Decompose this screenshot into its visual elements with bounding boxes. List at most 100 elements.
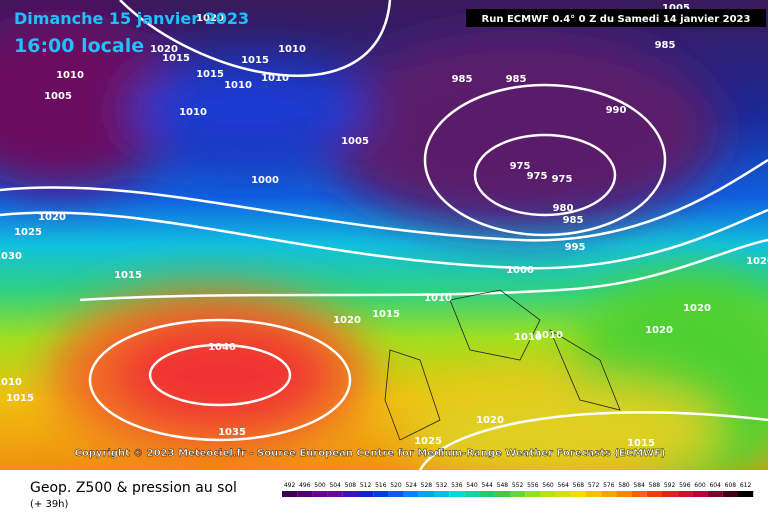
isobar-labels: 1020 1010 1015 1010 1015 1015 1010 1010 1005 1010… (0, 3, 768, 449)
isobar-label: 985 (452, 74, 473, 85)
scale-label: 520 (390, 482, 402, 489)
scale-label: 608 (725, 482, 737, 489)
isobar-label: 985 (563, 215, 584, 226)
isobar-label: 1010 (261, 73, 289, 84)
scale-label: 564 (557, 482, 569, 489)
scale-label: 536 (451, 482, 463, 489)
scale-swatch (540, 491, 556, 497)
scale-swatch (403, 491, 419, 497)
scale-swatch (555, 491, 571, 497)
isobar-label: 1020 (333, 315, 361, 326)
date: Dimanche 15 janvier 2023 (14, 9, 249, 28)
map-background (0, 0, 768, 490)
scale-swatch (449, 491, 465, 497)
scale-swatch (342, 491, 358, 497)
isobar-label: 1020 (150, 44, 178, 55)
scale-swatch (510, 491, 526, 497)
isobar-label: 985 (655, 40, 676, 51)
scale-swatch (358, 491, 374, 497)
isobars (0, 0, 768, 470)
scale-label: 576 (603, 482, 615, 489)
scale-label: 524 (405, 482, 417, 489)
isobar-label: 1030 (0, 251, 22, 262)
scale-swatch (570, 491, 586, 497)
isobar-label: 1025 (14, 227, 42, 238)
isobar-label: 1000 (251, 175, 279, 186)
isobar-label: 1010 (56, 70, 84, 81)
scale-swatch (722, 491, 738, 497)
scale-label: 516 (375, 482, 387, 489)
footer-title: Geop. Z500 & pression au sol (30, 480, 237, 496)
scale-label: 596 (679, 482, 691, 489)
isobar-label: 1005 (341, 136, 369, 147)
scale-swatch (434, 491, 450, 497)
isobar-label: 1020 (38, 212, 66, 223)
scale-label: 604 (709, 482, 721, 489)
isobar-label: 1035 (218, 427, 246, 438)
scale-swatch (616, 491, 632, 497)
isobar-label: 1020 (683, 303, 711, 314)
run-box (466, 9, 766, 27)
isobar-label: 1020 (645, 325, 673, 336)
scale-swatch (327, 491, 343, 497)
copyright: Copyright © 2023 Meteociel.fr - Source E… (75, 448, 666, 459)
scale-label: 548 (497, 482, 509, 489)
scale-swatch (707, 491, 723, 497)
scale-swatch (418, 491, 434, 497)
isobar-label: 1010 (278, 44, 306, 55)
scale-swatch (662, 491, 678, 497)
scale-label: 500 (314, 482, 326, 489)
scale-label: 540 (466, 482, 478, 489)
isobar-label: 975 (527, 171, 548, 182)
scale-label: 588 (649, 482, 661, 489)
isobar-label: 985 (506, 74, 527, 85)
scale-swatch (464, 491, 480, 497)
time: 16:00 locale (14, 35, 144, 57)
scale-label: 568 (573, 482, 585, 489)
scale-swatch (738, 491, 754, 497)
scale-label: 496 (299, 482, 311, 489)
scale-label: 544 (481, 482, 493, 489)
isobar-label: 975 (552, 174, 573, 185)
scale-label: 592 (664, 482, 676, 489)
scale-swatch (586, 491, 602, 497)
isobar-label: 1020 (476, 415, 504, 426)
scale-label: 572 (588, 482, 600, 489)
isobar-label: 1015 (114, 270, 142, 281)
isobar-label: 1015 (372, 309, 400, 320)
color-scale: 492 496 500 504 508 512 516 520 524 528 532 536 540 5… (282, 482, 754, 497)
isobar-label: 1010 (535, 330, 563, 341)
scale-label: 512 (360, 482, 372, 489)
isobar-label: 1040 (208, 342, 236, 353)
isobar-label: 980 (553, 203, 574, 214)
scale-label: 600 (694, 482, 706, 489)
isobar-label: 1010 (0, 377, 22, 388)
isobar-label: 1005 (662, 3, 690, 14)
isobar-label: 1020 (746, 256, 768, 267)
isobar-label: 1025 (414, 436, 442, 447)
scale-swatch (601, 491, 617, 497)
scale-label: 584 (633, 482, 645, 489)
isobar-label: 1015 (627, 438, 655, 449)
scale-label: 504 (329, 482, 341, 489)
scale-label: 528 (421, 482, 433, 489)
isobar-label: 1010 (224, 80, 252, 91)
footer-lead: (+ 39h) (30, 499, 69, 510)
isobar-label: 1020 (196, 13, 224, 24)
isobar-label: 1000 (506, 265, 534, 276)
scale-swatch (373, 491, 389, 497)
scale-swatch (388, 491, 404, 497)
scale-label: 508 (345, 482, 357, 489)
isobar-label: 990 (606, 105, 627, 116)
scale-swatch (297, 491, 313, 497)
scale-swatch (282, 491, 298, 497)
scale-label: 580 (618, 482, 630, 489)
scale-swatch (525, 491, 541, 497)
scale-label: 552 (512, 482, 524, 489)
isobar-label: 1010 (424, 293, 452, 304)
isobar-label: 1015 (6, 393, 34, 404)
coastlines (384, 289, 621, 441)
isobar-label: 995 (565, 242, 586, 253)
scale-swatch (479, 491, 495, 497)
